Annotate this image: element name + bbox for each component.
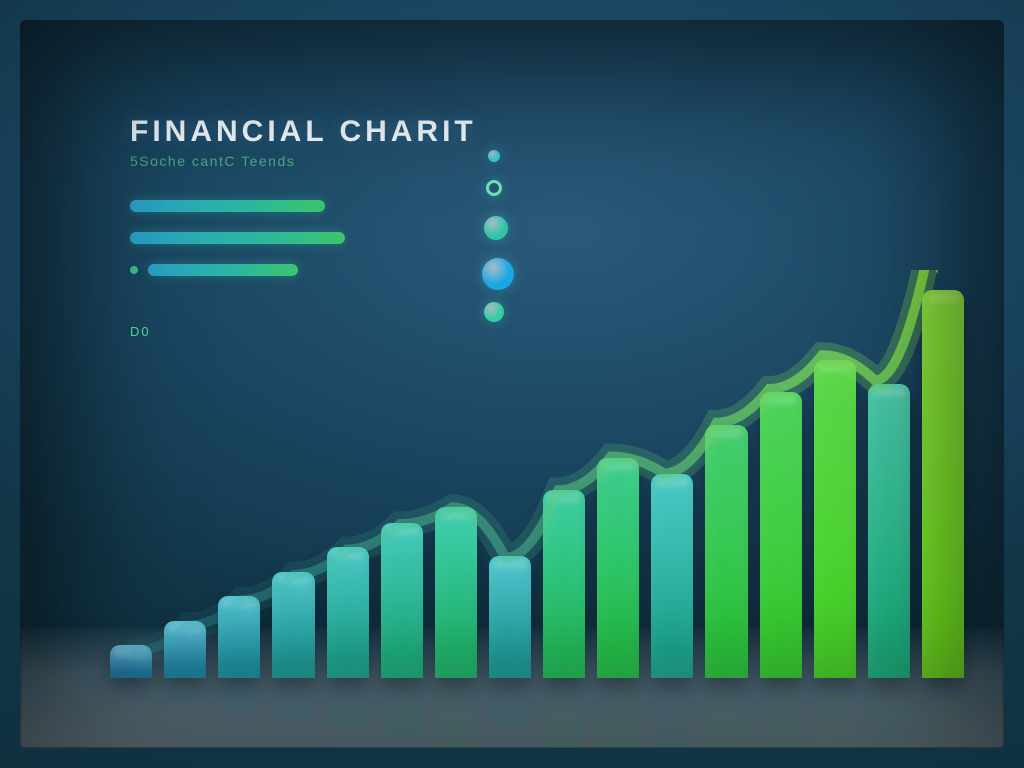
title-block: FINANCIAL CHARIT 5Soche cantC Teends	[130, 115, 477, 169]
bar-reflection	[543, 678, 585, 748]
bar-reflection	[814, 678, 856, 748]
indicator-circle	[488, 150, 500, 162]
bar-reflection	[868, 678, 910, 748]
bar-reflection	[651, 678, 693, 748]
bar	[489, 556, 531, 678]
bar	[760, 392, 802, 678]
bar	[868, 384, 910, 678]
frame: FINANCIAL CHARIT 5Soche cantC Teends D0	[20, 20, 1004, 748]
bar	[597, 458, 639, 678]
bar	[705, 425, 747, 678]
bar-reflection	[597, 678, 639, 748]
bar	[164, 621, 206, 678]
bar	[272, 572, 314, 678]
indicator-circle	[484, 216, 508, 240]
bar-reflection	[327, 678, 369, 730]
chart-subtitle: 5Soche cantC Teends	[130, 153, 477, 169]
bar-reflection	[760, 678, 802, 748]
bar-reflection	[705, 678, 747, 748]
bar-reflection	[164, 678, 206, 701]
bar	[543, 490, 585, 678]
bar	[922, 290, 964, 678]
bar-reflection	[272, 678, 314, 720]
stage: FINANCIAL CHARIT 5Soche cantC Teends D0	[0, 0, 1024, 768]
bar-reflection	[435, 678, 477, 747]
indicator-circle	[486, 180, 502, 196]
legend-bar	[130, 200, 325, 212]
bar-reflection	[218, 678, 260, 711]
bar-chart	[80, 270, 964, 678]
bar-reflection	[381, 678, 423, 740]
legend-bar	[130, 232, 345, 244]
legend-row	[130, 190, 430, 222]
legend-row	[130, 222, 430, 254]
bar	[814, 360, 856, 678]
bar-reflection	[110, 678, 152, 691]
bar	[435, 507, 477, 678]
bar	[381, 523, 423, 678]
chart-title: FINANCIAL CHARIT	[130, 115, 477, 149]
bar-reflection	[489, 678, 531, 727]
bar	[110, 645, 152, 678]
bar	[327, 547, 369, 678]
bar-reflection	[922, 678, 964, 748]
bar	[218, 596, 260, 678]
bar	[651, 474, 693, 678]
